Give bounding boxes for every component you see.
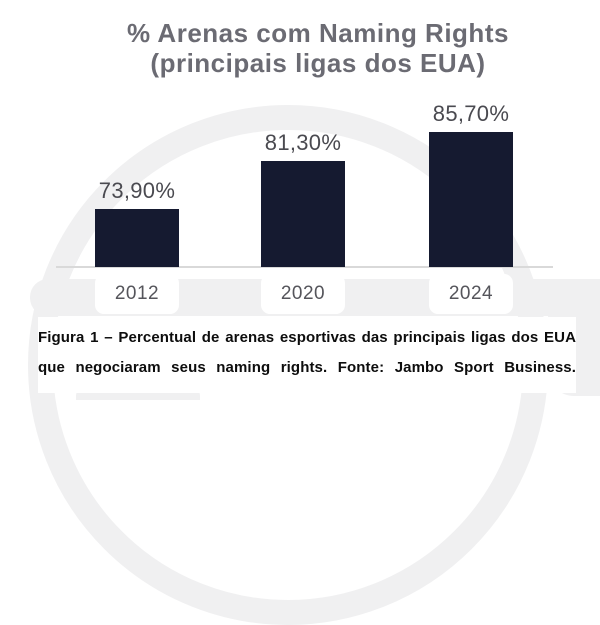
bar-2024 — [429, 132, 513, 267]
chart-title: % Arenas com Naming Rights (principais l… — [0, 18, 600, 78]
figure-caption-line2: que negociaram seus naming rights. Fonte… — [38, 359, 576, 376]
figure: % Arenas com Naming Rights (principais l… — [0, 18, 600, 625]
x-tick-label-2024: 2024 — [429, 274, 513, 314]
x-axis-line — [56, 266, 553, 268]
bar-2012 — [95, 209, 179, 267]
figure-caption-line1: Figura 1 – Percentual de arenas esportiv… — [38, 329, 576, 346]
x-tick-label-2012: 2012 — [95, 274, 179, 314]
chart-title-line2: (principais ligas dos EUA) — [150, 48, 486, 78]
x-tick-label-2020: 2020 — [261, 274, 345, 314]
chart-title-line1: % Arenas com Naming Rights — [127, 18, 509, 48]
bar-value-label-2012: 73,90% — [98, 178, 176, 203]
figure-caption: Figura 1 – Percentual de arenas esportiv… — [38, 317, 576, 393]
bar-2020 — [261, 161, 345, 267]
bar-chart: 73,90% 2012 81,30% 2020 85,70% 2024 — [56, 101, 553, 314]
bar-value-label-2024: 85,70% — [432, 101, 510, 126]
bar-value-label-2020: 81,30% — [264, 130, 342, 155]
